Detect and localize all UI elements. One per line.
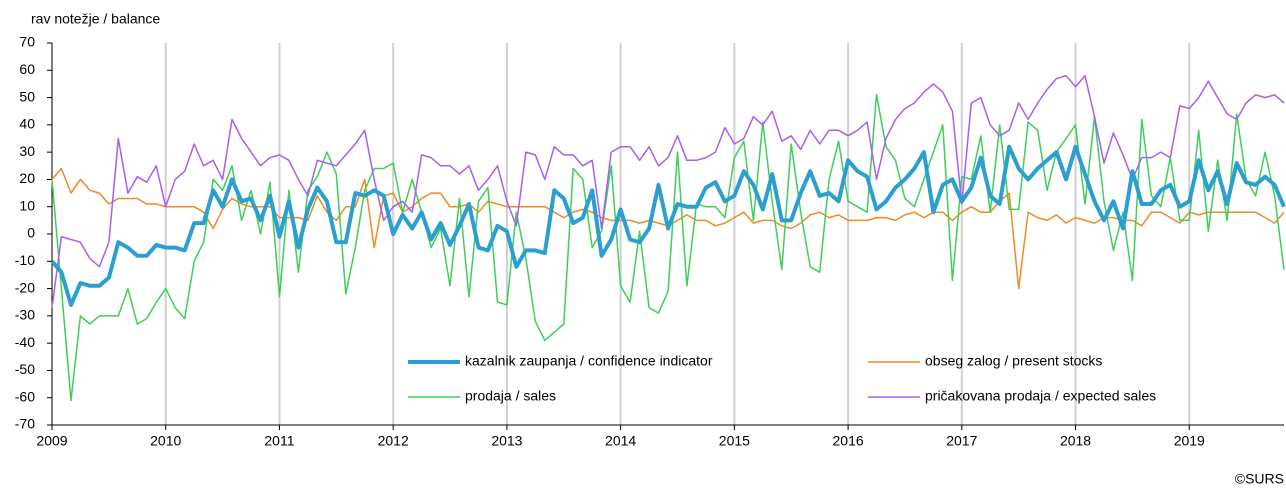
x-tick-label: 2018 [1060,433,1091,449]
x-tick-label: 2014 [605,433,636,449]
y-tick-label: -10 [15,252,35,268]
y-tick-label: -70 [15,416,35,432]
y-tick-label: 60 [19,61,35,77]
y-tick-label: 50 [19,88,35,104]
x-tick-label: 2009 [36,433,67,449]
y-tick-label: 40 [19,116,35,132]
x-tick-label: 2015 [719,433,750,449]
y-tick-label: -60 [15,388,35,404]
y-axis-label: rav notežje / balance [31,11,160,27]
x-tick-label: 2013 [491,433,522,449]
legend-label: kazalnik zaupanja / confidence indicator [465,353,713,369]
source: ©SURS [1235,471,1284,487]
series-line [50,144,1286,307]
y-tick-label: -50 [15,361,35,377]
legend-label: obseg zalog / present stocks [925,353,1102,369]
y-tick-label: 70 [19,34,35,50]
y-tick-label: 10 [19,197,35,213]
x-tick-label: 2017 [946,433,977,449]
legend-label: pričakovana prodaja / expected sales [925,388,1156,404]
x-tick-label: 2016 [833,433,864,449]
x-tick-label: 2012 [378,433,409,449]
x-tick-label: 2019 [1174,433,1205,449]
legend-label: prodaja / sales [465,388,556,404]
x-tick-label: 2011 [264,433,294,449]
y-tick-label: 0 [27,225,35,241]
x-tick-label: 2010 [150,433,181,449]
series-line [51,74,1285,308]
y-tick-label: -20 [15,279,35,295]
y-tick-label: -40 [15,334,35,350]
y-tick-label: -30 [15,307,35,323]
y-tick-label: 30 [19,143,35,159]
y-tick-label: 20 [19,170,35,186]
